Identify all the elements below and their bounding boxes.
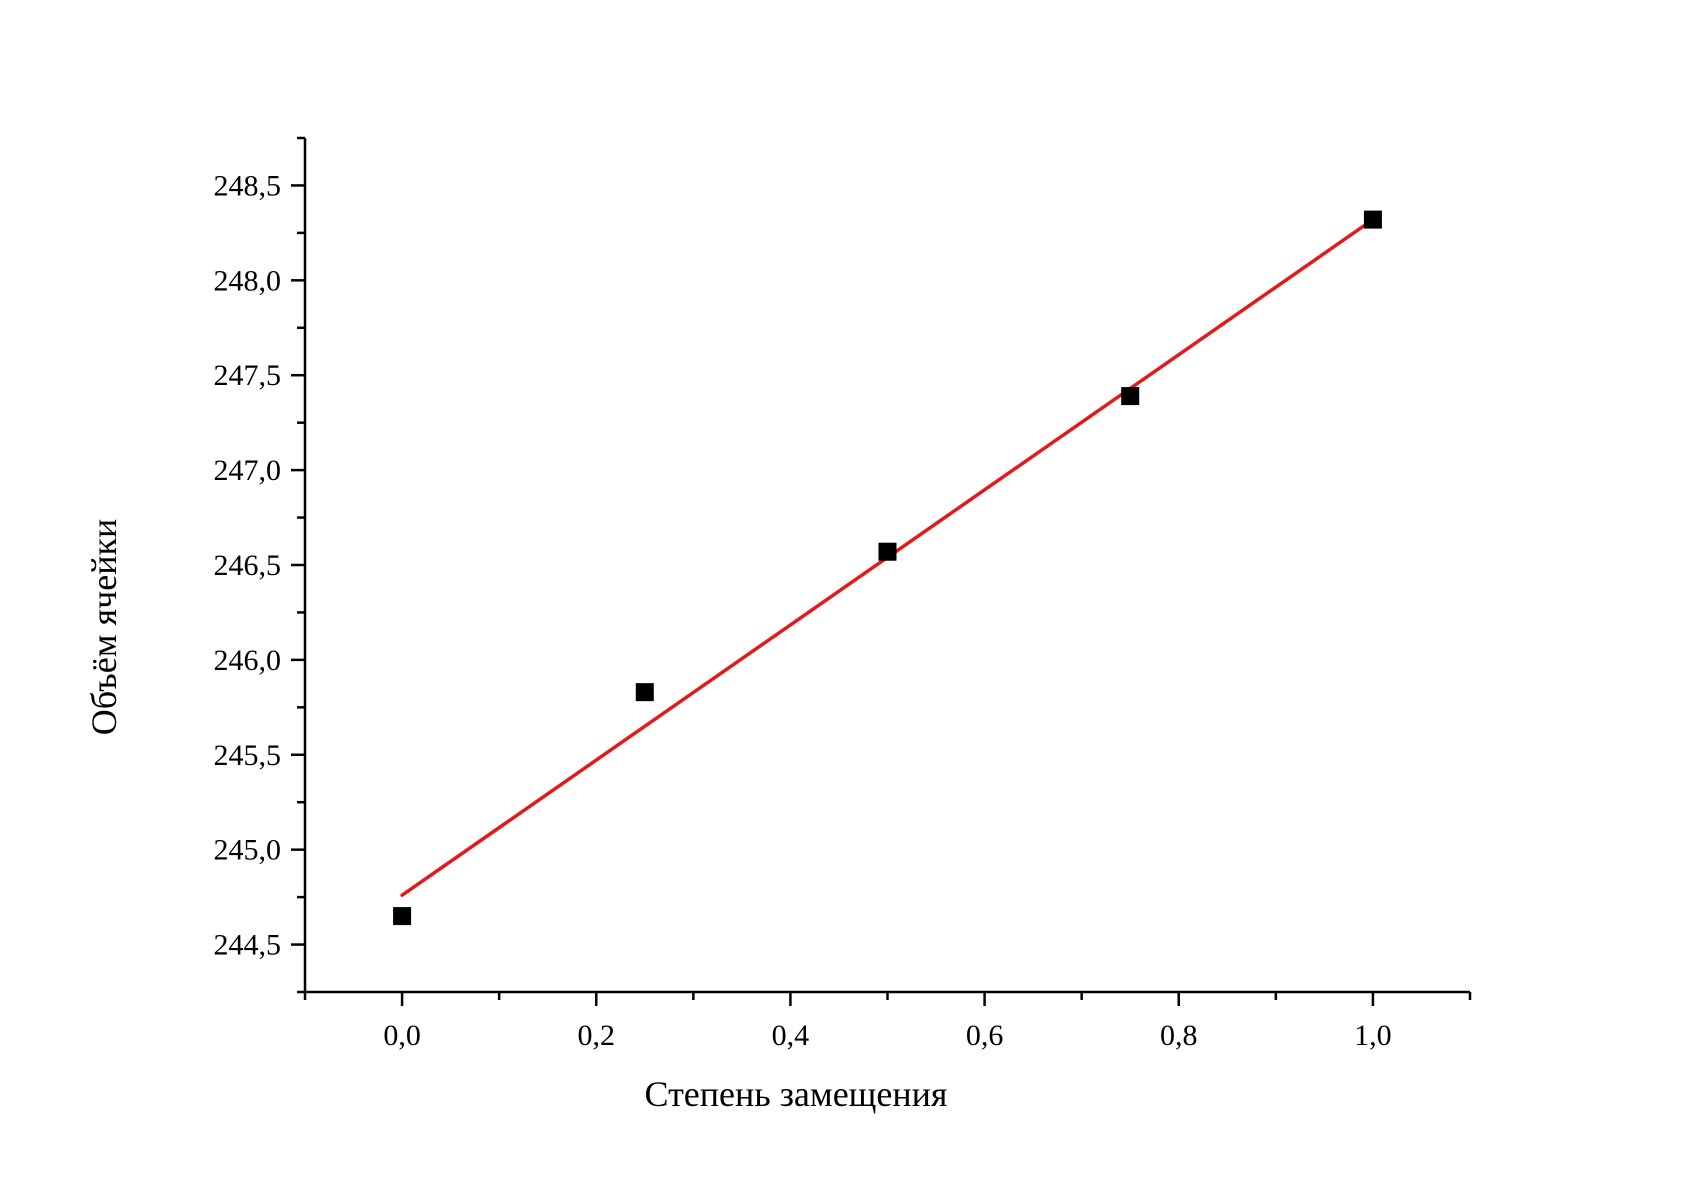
x-tick-label: 0,6 [966, 1019, 1004, 1052]
y-tick-label: 246,5 [214, 549, 282, 582]
y-tick-label: 245,5 [214, 739, 282, 772]
data-point [1363, 210, 1382, 229]
y-tick-label: 247,5 [214, 359, 282, 392]
x-tick-label: 0,0 [383, 1019, 421, 1052]
x-tick-label: 1,0 [1354, 1019, 1392, 1052]
x-tick-label: 0,2 [578, 1019, 616, 1052]
x-tick-label: 0,8 [1160, 1019, 1198, 1052]
data-point [878, 542, 897, 561]
data-point [1121, 387, 1140, 406]
y-axis-title: Объём ячейки [84, 519, 124, 735]
y-axis-ticks: 244,5 245,0 245,5 246,0 246,5 247,0 247,5 248,0… [214, 136, 305, 994]
data-point [393, 907, 412, 926]
y-tick-label: 245,0 [214, 834, 282, 867]
y-tick-label: 246,0 [214, 644, 282, 677]
y-tick-label: 248,5 [214, 169, 282, 202]
x-tick-label: 0,4 [772, 1019, 810, 1052]
y-tick-label: 248,0 [214, 264, 282, 297]
y-tick-label: 247,0 [214, 454, 282, 487]
y-tick-label: 244,5 [214, 929, 282, 962]
axes [303, 138, 1470, 994]
data-point [635, 683, 654, 702]
x-axis-ticks: 0,0 0,2 0,4 0,6 0,8 1,0 [303, 992, 1472, 1052]
x-axis-title: Степень замещения [645, 1074, 948, 1114]
data-points [393, 210, 1382, 926]
